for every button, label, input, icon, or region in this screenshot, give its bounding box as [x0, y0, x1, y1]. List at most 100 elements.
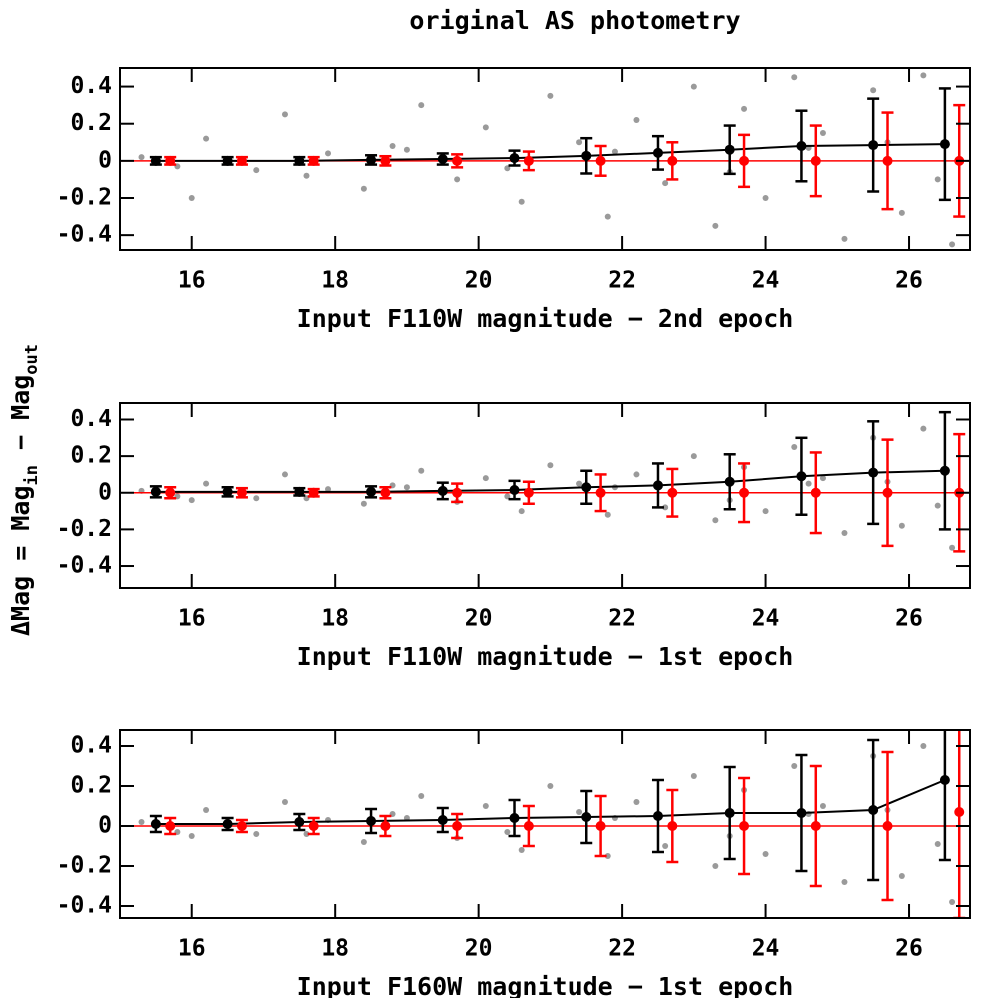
mean-point — [667, 821, 678, 831]
mean-point — [437, 154, 448, 164]
mean-point — [739, 487, 750, 498]
scatter-point — [898, 522, 905, 529]
mean-point — [882, 487, 893, 498]
mean-point — [222, 155, 233, 166]
scatter-point — [203, 807, 210, 813]
mean-point — [652, 811, 663, 821]
mean-point — [667, 487, 678, 498]
mean-point — [236, 821, 247, 831]
x-tick-label: 16 — [178, 606, 206, 632]
x-tick-label: 22 — [608, 606, 636, 632]
scatter-point — [303, 831, 310, 837]
scatter-point — [576, 139, 583, 146]
mean-point — [380, 821, 391, 831]
mean-point — [308, 821, 319, 831]
mean-point — [868, 140, 879, 151]
mean-point — [810, 155, 821, 166]
mean-point — [810, 821, 821, 831]
x-axis-label: Input F160W magnitude − 1st epoch — [297, 972, 794, 998]
scatter-point — [281, 111, 288, 118]
scatter-point — [633, 117, 640, 123]
y-label-sub: out — [22, 344, 42, 375]
y-tick-label: 0.2 — [70, 443, 112, 469]
mean-point — [150, 155, 161, 166]
mean-point — [165, 155, 176, 166]
scatter-point — [819, 475, 826, 482]
y-tick-label: 0.4 — [70, 406, 112, 432]
scatter-point — [841, 879, 848, 885]
x-axis-label: Input F110W magnitude − 1st epoch — [297, 642, 794, 671]
y-axis-label: ΔMag = Magin − Magout — [6, 344, 42, 636]
mean-point — [150, 486, 161, 497]
trend-line — [155, 779, 946, 825]
scatter-point — [662, 180, 669, 187]
mean-point — [939, 139, 950, 150]
x-tick-label: 16 — [178, 936, 206, 962]
mean-point — [366, 816, 377, 826]
scatter-point — [712, 517, 719, 524]
mean-point — [523, 155, 534, 166]
scatter-point — [604, 511, 611, 518]
trend-line — [155, 143, 945, 162]
y-tick-label: -0.4 — [57, 222, 112, 248]
x-tick-label: 24 — [752, 936, 780, 962]
scatter-point — [762, 508, 769, 515]
mean-point — [724, 144, 735, 155]
scatter-point — [791, 763, 798, 769]
scatter-point — [934, 502, 941, 509]
scatter-point — [949, 544, 956, 551]
scatter-point — [253, 495, 260, 502]
scatter-point — [920, 425, 927, 432]
scatter-point — [949, 241, 956, 248]
mean-point — [150, 819, 161, 829]
mean-point — [652, 480, 663, 491]
x-tick-label: 20 — [465, 606, 493, 632]
y-tick-label: 0 — [98, 147, 112, 173]
scatter-point — [518, 847, 525, 853]
scatter-point — [325, 486, 332, 493]
x-tick-label: 22 — [608, 936, 636, 962]
mean-point — [667, 155, 678, 166]
scatter-point — [741, 105, 748, 112]
x-tick-label: 18 — [321, 606, 349, 632]
y-tick-label: 0.2 — [70, 773, 112, 799]
mean-point — [165, 821, 176, 831]
scatter-point — [633, 471, 640, 478]
scatter-point — [360, 839, 367, 845]
x-tick-label: 22 — [608, 268, 636, 294]
scatter-point — [690, 773, 697, 779]
x-tick-label: 26 — [895, 268, 923, 294]
mean-point — [437, 815, 448, 825]
mean-point — [523, 821, 534, 831]
mean-point — [308, 155, 319, 166]
scatter-point — [898, 873, 905, 879]
y-label-sub: in — [22, 465, 42, 485]
x-tick-label: 24 — [752, 606, 780, 632]
scatter-point — [389, 143, 396, 149]
y-tick-label: 0.4 — [70, 733, 112, 759]
scatter-point — [920, 72, 927, 79]
scatter-point — [418, 793, 425, 799]
mean-point — [954, 807, 965, 817]
scatter-point — [604, 213, 611, 220]
y-label-part: − Mag — [6, 375, 35, 465]
scatter-point — [576, 480, 583, 487]
x-tick-label: 20 — [465, 936, 493, 962]
scatter-point — [518, 198, 525, 205]
plot-frame — [119, 402, 971, 589]
x-tick-label: 24 — [752, 268, 780, 294]
mean-point — [523, 487, 534, 498]
scatter-point — [611, 148, 618, 155]
mean-point — [882, 821, 893, 831]
scatter-point — [281, 799, 288, 805]
x-axis-label: Input F110W magnitude − 2nd epoch — [297, 304, 794, 333]
scatter-point — [504, 165, 511, 172]
scatter-point — [819, 130, 826, 136]
scatter-point — [403, 146, 410, 153]
mean-point — [380, 155, 391, 166]
mean-point — [509, 485, 520, 496]
scatter-point — [253, 831, 260, 837]
scatter-point — [482, 124, 489, 131]
scatter-point — [690, 453, 697, 460]
scatter-point — [934, 176, 941, 183]
